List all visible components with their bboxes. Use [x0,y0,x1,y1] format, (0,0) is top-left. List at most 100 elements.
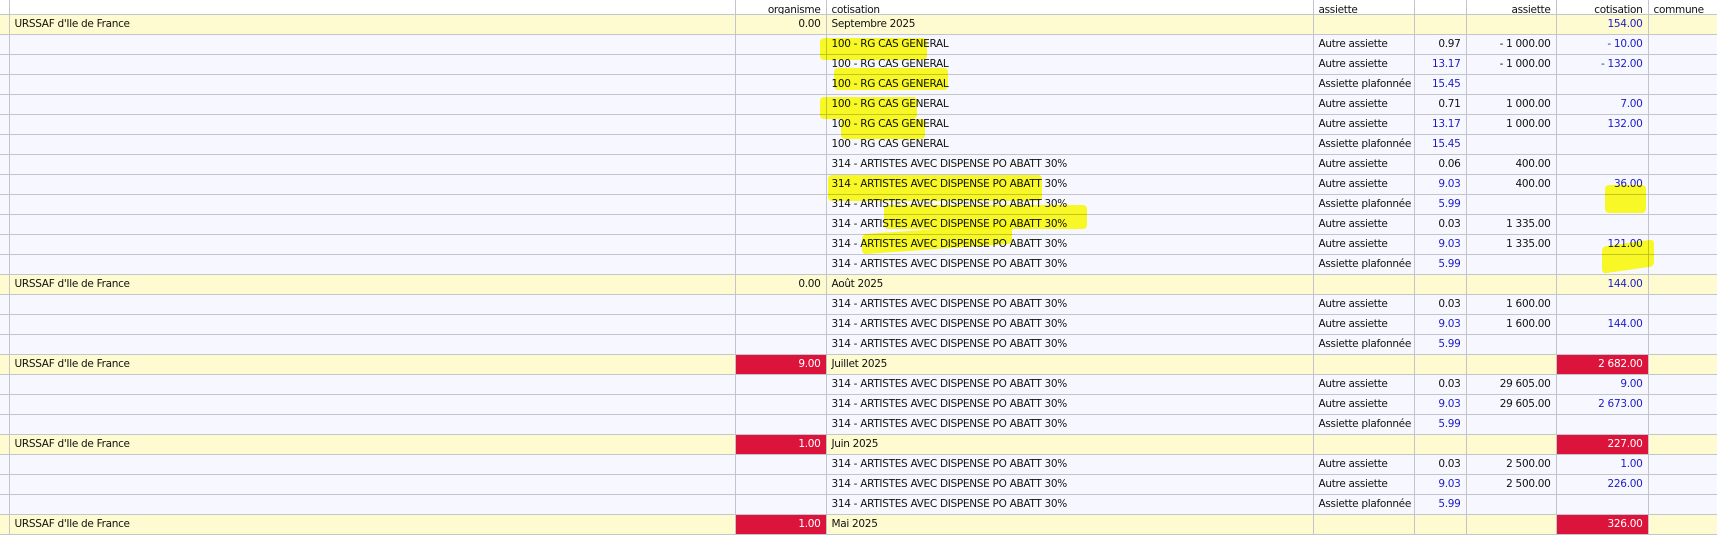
assiette-type: Assiette plafonnée [1312,413,1415,435]
detail-row[interactable]: 314 - ARTISTES AVEC DISPENSE PO ABATT 30… [0,413,1717,435]
detail-row[interactable]: 314 - ARTISTES AVEC DISPENSE PO ABATT 30… [0,393,1717,415]
assiette-amount: 400.00 [1465,173,1557,195]
row-gutter [0,13,10,35]
assiette-type: Assiette plafonnée [1312,333,1415,355]
commune [1647,13,1717,35]
label [8,333,736,355]
cotisation-amount: 9.00 [1555,373,1649,395]
taux: 13.17 [1413,53,1467,75]
col-header-organisme[interactable]: organisme [734,0,827,15]
detail-row[interactable]: 314 - ARTISTES AVEC DISPENSE PO ABATT 30… [0,453,1717,475]
assiette-type: Autre assiette [1312,33,1415,55]
row-gutter [0,113,10,135]
organisme-value [734,333,827,355]
detail-row[interactable]: 100 - RG CAS GENERAL Autre assiette 0.71 1 … [0,93,1717,115]
row-gutter [0,293,10,315]
cotisation-amount: 144.00 [1555,313,1649,335]
assiette-amount [1465,513,1557,535]
cotisation-label: 100 - RG CAS GENERAL [825,133,1314,155]
group-row[interactable]: URSSAF d'Ile de France 1.00 Mai 2025 326.00 [0,513,1717,535]
col-header-cotisation-label[interactable]: cotisation [825,0,1314,15]
assiette-amount [1465,333,1557,355]
commune [1647,253,1717,275]
row-gutter [0,493,10,515]
organisme-value [734,113,827,135]
total-cotisation: 227.00 [1555,433,1649,455]
label [8,493,736,515]
assiette-type: Autre assiette [1312,53,1415,75]
cotisation-label: 314 - ARTISTES AVEC DISPENSE PO ABATT 30… [825,293,1314,315]
organisme-value: 1.00 [734,513,827,535]
col-header-assiette[interactable]: assiette [1465,0,1557,15]
detail-row[interactable]: 314 - ARTISTES AVEC DISPENSE PO ABATT 30… [0,233,1717,255]
commune [1647,33,1717,55]
assiette-amount: 400.00 [1465,153,1557,175]
commune [1647,193,1717,215]
detail-row[interactable]: 314 - ARTISTES AVEC DISPENSE PO ABATT 30… [0,473,1717,495]
group-row[interactable]: URSSAF d'Ile de France 1.00 Juin 2025 227.0… [0,433,1717,455]
row-gutter [0,53,10,75]
detail-row[interactable]: 314 - ARTISTES AVEC DISPENSE PO ABATT 30… [0,373,1717,395]
organisme-value [734,233,827,255]
detail-row[interactable]: 314 - ARTISTES AVEC DISPENSE PO ABATT 30… [0,253,1717,275]
detail-row[interactable]: 100 - RG CAS GENERAL Autre assiette 13.17 1… [0,113,1717,135]
cotisation-amount [1555,133,1649,155]
cotisation-label: 314 - ARTISTES AVEC DISPENSE PO ABATT 30… [825,213,1314,235]
detail-row[interactable]: 100 - RG CAS GENERAL Autre assiette 0.97- … [0,33,1717,55]
detail-row[interactable]: 314 - ARTISTES AVEC DISPENSE PO ABATT 30… [0,293,1717,315]
group-row[interactable]: URSSAF d'Ile de France 0.00 Août 2025 144.0… [0,273,1717,295]
assiette-type [1312,513,1415,535]
detail-row[interactable]: 314 - ARTISTES AVEC DISPENSE PO ABATT 30… [0,153,1717,175]
taux: 9.03 [1413,173,1467,195]
header-row: organisme cotisation assiette assiette c… [0,0,1717,15]
detail-row[interactable]: 314 - ARTISTES AVEC DISPENSE PO ABATT 30… [0,173,1717,195]
detail-row[interactable]: 100 - RG CAS GENERAL Assiette plafonnée 15… [0,133,1717,155]
assiette-amount [1465,193,1557,215]
col-header-label[interactable] [8,0,736,15]
row-gutter [0,413,10,435]
taux [1413,433,1467,455]
organisme-name: URSSAF d'Ile de France [8,433,736,455]
detail-row[interactable]: 314 - ARTISTES AVEC DISPENSE PO ABATT 30… [0,193,1717,215]
taux: 0.03 [1413,373,1467,395]
col-header-assiette-type[interactable]: assiette [1312,0,1415,15]
cotisation-amount: 2 673.00 [1555,393,1649,415]
label [8,73,736,95]
assiette-type: Assiette plafonnée [1312,193,1415,215]
detail-row[interactable]: 314 - ARTISTES AVEC DISPENSE PO ABATT 30… [0,333,1717,355]
organisme-value [734,173,827,195]
row-gutter [0,453,10,475]
cotisation-amount [1555,413,1649,435]
cotisation-amount: 132.00 [1555,113,1649,135]
detail-row[interactable]: 100 - RG CAS GENERAL Assiette plafonnée 15… [0,73,1717,95]
assiette-amount [1465,493,1557,515]
cotisation-label: 314 - ARTISTES AVEC DISPENSE PO ABATT 30… [825,233,1314,255]
row-gutter [0,333,10,355]
taux: 0.03 [1413,453,1467,475]
group-row[interactable]: URSSAF d'Ile de France 9.00 Juillet 2025 2 … [0,353,1717,375]
row-gutter [0,133,10,155]
col-header-cotisation[interactable]: cotisation [1555,0,1649,15]
detail-row[interactable]: 314 - ARTISTES AVEC DISPENSE PO ABATT 30… [0,213,1717,235]
organisme-value [734,193,827,215]
detail-row[interactable]: 314 - ARTISTES AVEC DISPENSE PO ABATT 30… [0,313,1717,335]
assiette-type: Autre assiette [1312,93,1415,115]
label [8,393,736,415]
assiette-type: Assiette plafonnée [1312,133,1415,155]
total-cotisation: 326.00 [1555,513,1649,535]
assiette-type [1312,353,1415,375]
taux: 0.71 [1413,93,1467,115]
commune [1647,493,1717,515]
assiette-type: Assiette plafonnée [1312,73,1415,95]
detail-row[interactable]: 314 - ARTISTES AVEC DISPENSE PO ABATT 30… [0,493,1717,515]
total-cotisation: 154.00 [1555,13,1649,35]
detail-row[interactable]: 100 - RG CAS GENERAL Autre assiette 13.17-… [0,53,1717,75]
col-header-commune[interactable]: commune [1647,0,1717,15]
col-header-taux[interactable] [1413,0,1467,15]
group-row[interactable]: URSSAF d'Ile de France 0.00 Septembre 2025… [0,13,1717,35]
assiette-amount: 1 000.00 [1465,93,1557,115]
assiette-amount: - 1 000.00 [1465,33,1557,55]
commune [1647,213,1717,235]
assiette-amount [1465,353,1557,375]
cotisation-label: 314 - ARTISTES AVEC DISPENSE PO ABATT 30… [825,153,1314,175]
